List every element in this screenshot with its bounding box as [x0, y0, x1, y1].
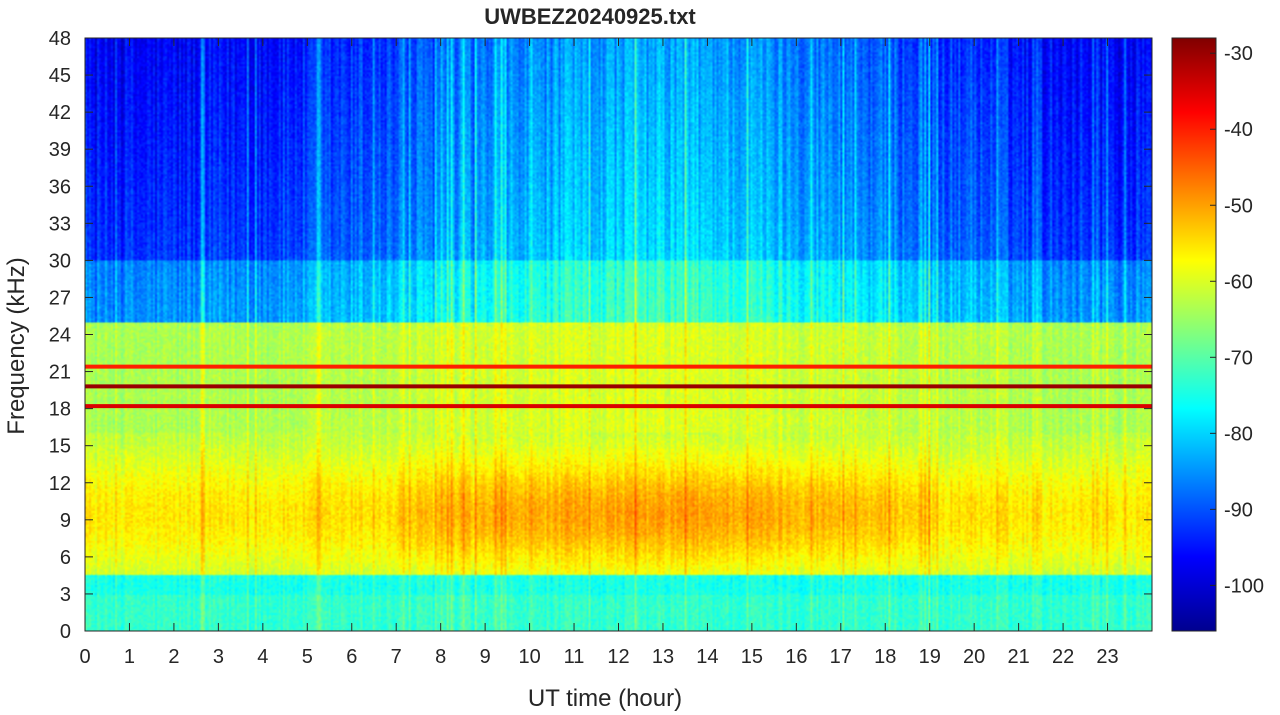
x-tick-label: 9: [480, 646, 491, 668]
x-axis-ticks: 0 1 2 3 4 5 6 7 8 9 10 11 12 13 14 15 16 17 18 19 20 21 22 23: [79, 38, 1119, 668]
y-tick-label: 36: [49, 176, 71, 198]
y-tick-label: 24: [49, 325, 71, 347]
colorbar: -100 -90 -80 -70 -60 -50 -40 -30: [1171, 37, 1264, 632]
y-tick-label: 18: [49, 399, 71, 421]
y-tick-label: 48: [49, 28, 71, 50]
colorbar-tick-label: -70: [1224, 347, 1253, 369]
x-tick-label: 14: [696, 646, 718, 668]
y-tick-label: 27: [49, 287, 71, 309]
x-tick-label: 23: [1096, 646, 1118, 668]
colorbar-tick-label: -30: [1224, 43, 1253, 65]
x-tick-label: 0: [79, 646, 90, 668]
y-tick-label: 9: [60, 510, 71, 532]
x-tick-label: 13: [652, 646, 674, 668]
y-tick-label: 45: [49, 65, 71, 87]
x-tick-label: 3: [213, 646, 224, 668]
y-tick-label: 0: [60, 621, 71, 643]
x-tick-label: 18: [874, 646, 896, 668]
x-tick-label: 19: [919, 646, 941, 668]
y-tick-label: 12: [49, 473, 71, 495]
x-tick-label: 21: [1008, 646, 1030, 668]
x-tick-label: 12: [607, 646, 629, 668]
y-tick-label: 15: [49, 436, 71, 458]
colorbar-tick-label: -50: [1224, 195, 1253, 217]
x-tick-label: 15: [741, 646, 763, 668]
colorbar-tick-label: -60: [1224, 271, 1253, 293]
y-tick-label: 42: [49, 102, 71, 124]
x-tick-label: 17: [830, 646, 852, 668]
x-tick-label: 7: [391, 646, 402, 668]
x-tick-label: 22: [1052, 646, 1074, 668]
y-tick-label: 39: [49, 139, 71, 161]
colorbar-tick-label: -90: [1224, 499, 1253, 521]
y-tick-label: 3: [60, 584, 71, 606]
x-axis-label: UT time (hour): [528, 685, 682, 712]
y-tick-label: 21: [49, 362, 71, 384]
x-tick-label: 20: [963, 646, 985, 668]
x-tick-label: 10: [518, 646, 540, 668]
x-tick-label: 2: [168, 646, 179, 668]
x-tick-label: 8: [435, 646, 446, 668]
colorbar-gradient: [1171, 37, 1217, 632]
x-tick-label: 1: [124, 646, 135, 668]
y-tick-label: 30: [49, 250, 71, 272]
chart-title: UWBEZ20240925.txt: [484, 4, 696, 29]
x-tick-label: 11: [564, 646, 585, 668]
y-tick-label: 6: [60, 547, 71, 569]
plot-area: [84, 37, 1153, 632]
x-tick-label: 4: [257, 646, 268, 668]
colorbar-tick-label: -40: [1224, 119, 1253, 141]
spectrogram-heatmap: [85, 38, 1152, 631]
x-tick-label: 16: [785, 646, 807, 668]
colorbar-ticks: -100 -90 -80 -70 -60 -50 -40 -30: [1210, 43, 1264, 597]
y-tick-label: 33: [49, 213, 71, 235]
y-axis-label: Frequency (kHz): [3, 257, 30, 434]
colorbar-tick-label: -100: [1224, 575, 1264, 597]
colorbar-tick-label: -80: [1224, 423, 1253, 445]
x-tick-label: 6: [346, 646, 357, 668]
narrowband-lines: [85, 364, 1152, 409]
x-tick-label: 5: [302, 646, 313, 668]
